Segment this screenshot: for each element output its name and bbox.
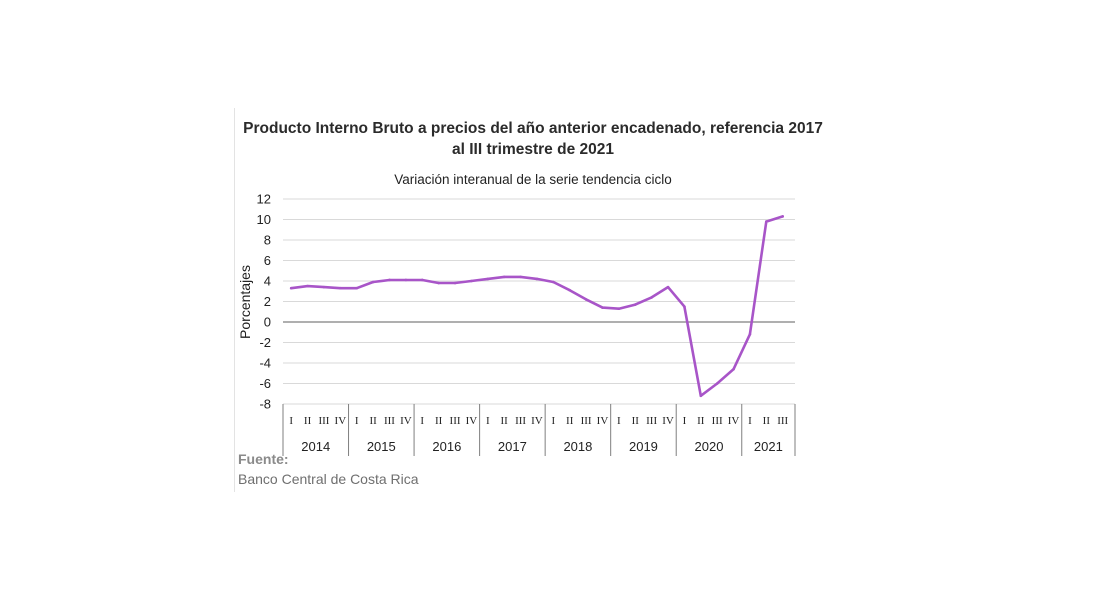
data-point xyxy=(437,281,440,285)
data-point xyxy=(420,278,424,282)
y-tick-label: 10 xyxy=(257,212,271,227)
y-tick-label: -2 xyxy=(259,335,271,350)
data-point xyxy=(715,382,719,385)
data-point xyxy=(470,279,473,283)
quarter-tick-label: III xyxy=(450,415,461,427)
data-point xyxy=(306,284,309,288)
data-point xyxy=(568,288,572,292)
data-point xyxy=(453,281,457,285)
y-tick-label: 0 xyxy=(264,315,271,330)
year-label: 2016 xyxy=(432,439,461,454)
y-tick-label: 2 xyxy=(264,294,271,309)
quarter-tick-label: III xyxy=(384,415,395,427)
data-point xyxy=(732,367,735,371)
data-point xyxy=(404,278,408,282)
quarter-tick-label: I xyxy=(486,415,490,427)
quarter-tick-label: III xyxy=(646,415,657,427)
y-tick-label: 8 xyxy=(264,233,271,248)
data-point xyxy=(584,298,588,301)
quarter-tick-label: II xyxy=(435,415,443,427)
data-point xyxy=(486,277,490,281)
data-point xyxy=(633,303,637,306)
quarter-tick-label: III xyxy=(712,415,723,427)
quarter-tick-label: I xyxy=(289,415,293,427)
chart-title-line-1: Producto Interno Bruto a precios del año… xyxy=(243,120,823,137)
quarter-tick-label: IV xyxy=(597,415,609,427)
quarter-tick-label: II xyxy=(632,415,640,427)
quarter-tick-label: IV xyxy=(466,415,478,427)
quarter-tick-label: IV xyxy=(728,415,740,427)
year-label: 2015 xyxy=(367,439,396,454)
quarter-tick-label: IV xyxy=(335,415,347,427)
quarter-tick-label: I xyxy=(683,415,687,427)
data-point xyxy=(322,285,326,289)
data-point xyxy=(535,277,539,281)
source-text: Banco Central de Costa Rica xyxy=(238,471,419,487)
series-line xyxy=(289,215,785,398)
data-point xyxy=(765,220,768,223)
data-point xyxy=(699,394,703,398)
data-point xyxy=(683,305,686,308)
quarter-tick-label: II xyxy=(501,415,509,427)
quarter-tick-label: II xyxy=(369,415,377,427)
year-label: 2017 xyxy=(498,439,527,454)
quarter-tick-label: IV xyxy=(400,415,412,427)
quarter-tick-label: III xyxy=(777,415,788,427)
data-point xyxy=(552,280,555,284)
data-point xyxy=(519,275,522,279)
data-point xyxy=(339,286,342,290)
year-label: 2020 xyxy=(695,439,724,454)
data-point xyxy=(601,306,604,309)
quarter-tick-label: I xyxy=(552,415,556,427)
y-tick-label: -6 xyxy=(259,376,271,391)
data-point xyxy=(617,307,621,310)
y-tick-label: 12 xyxy=(257,192,271,207)
y-tick-label: -8 xyxy=(259,397,271,412)
data-point xyxy=(748,333,752,336)
left-border-line xyxy=(234,108,235,492)
quarter-tick-label: I xyxy=(748,415,752,427)
source-label: Fuente: xyxy=(238,451,289,467)
quarter-tick-label: I xyxy=(420,415,424,427)
quarter-tick-label: III xyxy=(515,415,526,427)
chart-subtitle: Variación interanual de la serie tendenc… xyxy=(394,172,672,187)
quarter-tick-label: II xyxy=(304,415,312,427)
year-label: 2014 xyxy=(301,439,330,454)
quarter-tick-label: II xyxy=(763,415,771,427)
y-tick-label: 4 xyxy=(264,274,271,289)
quarter-tick-label: I xyxy=(355,415,359,427)
chart-title-line-2: al III trimestre de 2021 xyxy=(452,141,614,158)
data-point xyxy=(781,215,785,218)
chart-title: Producto Interno Bruto a precios del año… xyxy=(238,118,828,160)
data-point xyxy=(371,280,375,284)
quarter-tick-label: IV xyxy=(531,415,543,427)
quarter-tick-label: I xyxy=(617,415,621,427)
year-label: 2018 xyxy=(563,439,592,454)
quarter-tick-label: III xyxy=(318,415,329,427)
data-point xyxy=(502,275,506,279)
data-point xyxy=(650,296,653,299)
y-tick-label: -4 xyxy=(259,356,271,371)
quarter-tick-label: II xyxy=(566,415,574,427)
data-point xyxy=(388,278,391,282)
quarter-tick-label: IV xyxy=(662,415,674,427)
quarter-tick-label: II xyxy=(697,415,705,427)
data-point xyxy=(666,285,670,289)
data-point xyxy=(355,286,359,290)
quarter-tick-label: III xyxy=(581,415,592,427)
data-point xyxy=(289,286,293,290)
year-label: 2021 xyxy=(754,439,783,454)
y-axis-label: Porcentajes xyxy=(237,265,253,339)
year-label: 2019 xyxy=(629,439,658,454)
y-tick-label: 6 xyxy=(264,253,271,268)
